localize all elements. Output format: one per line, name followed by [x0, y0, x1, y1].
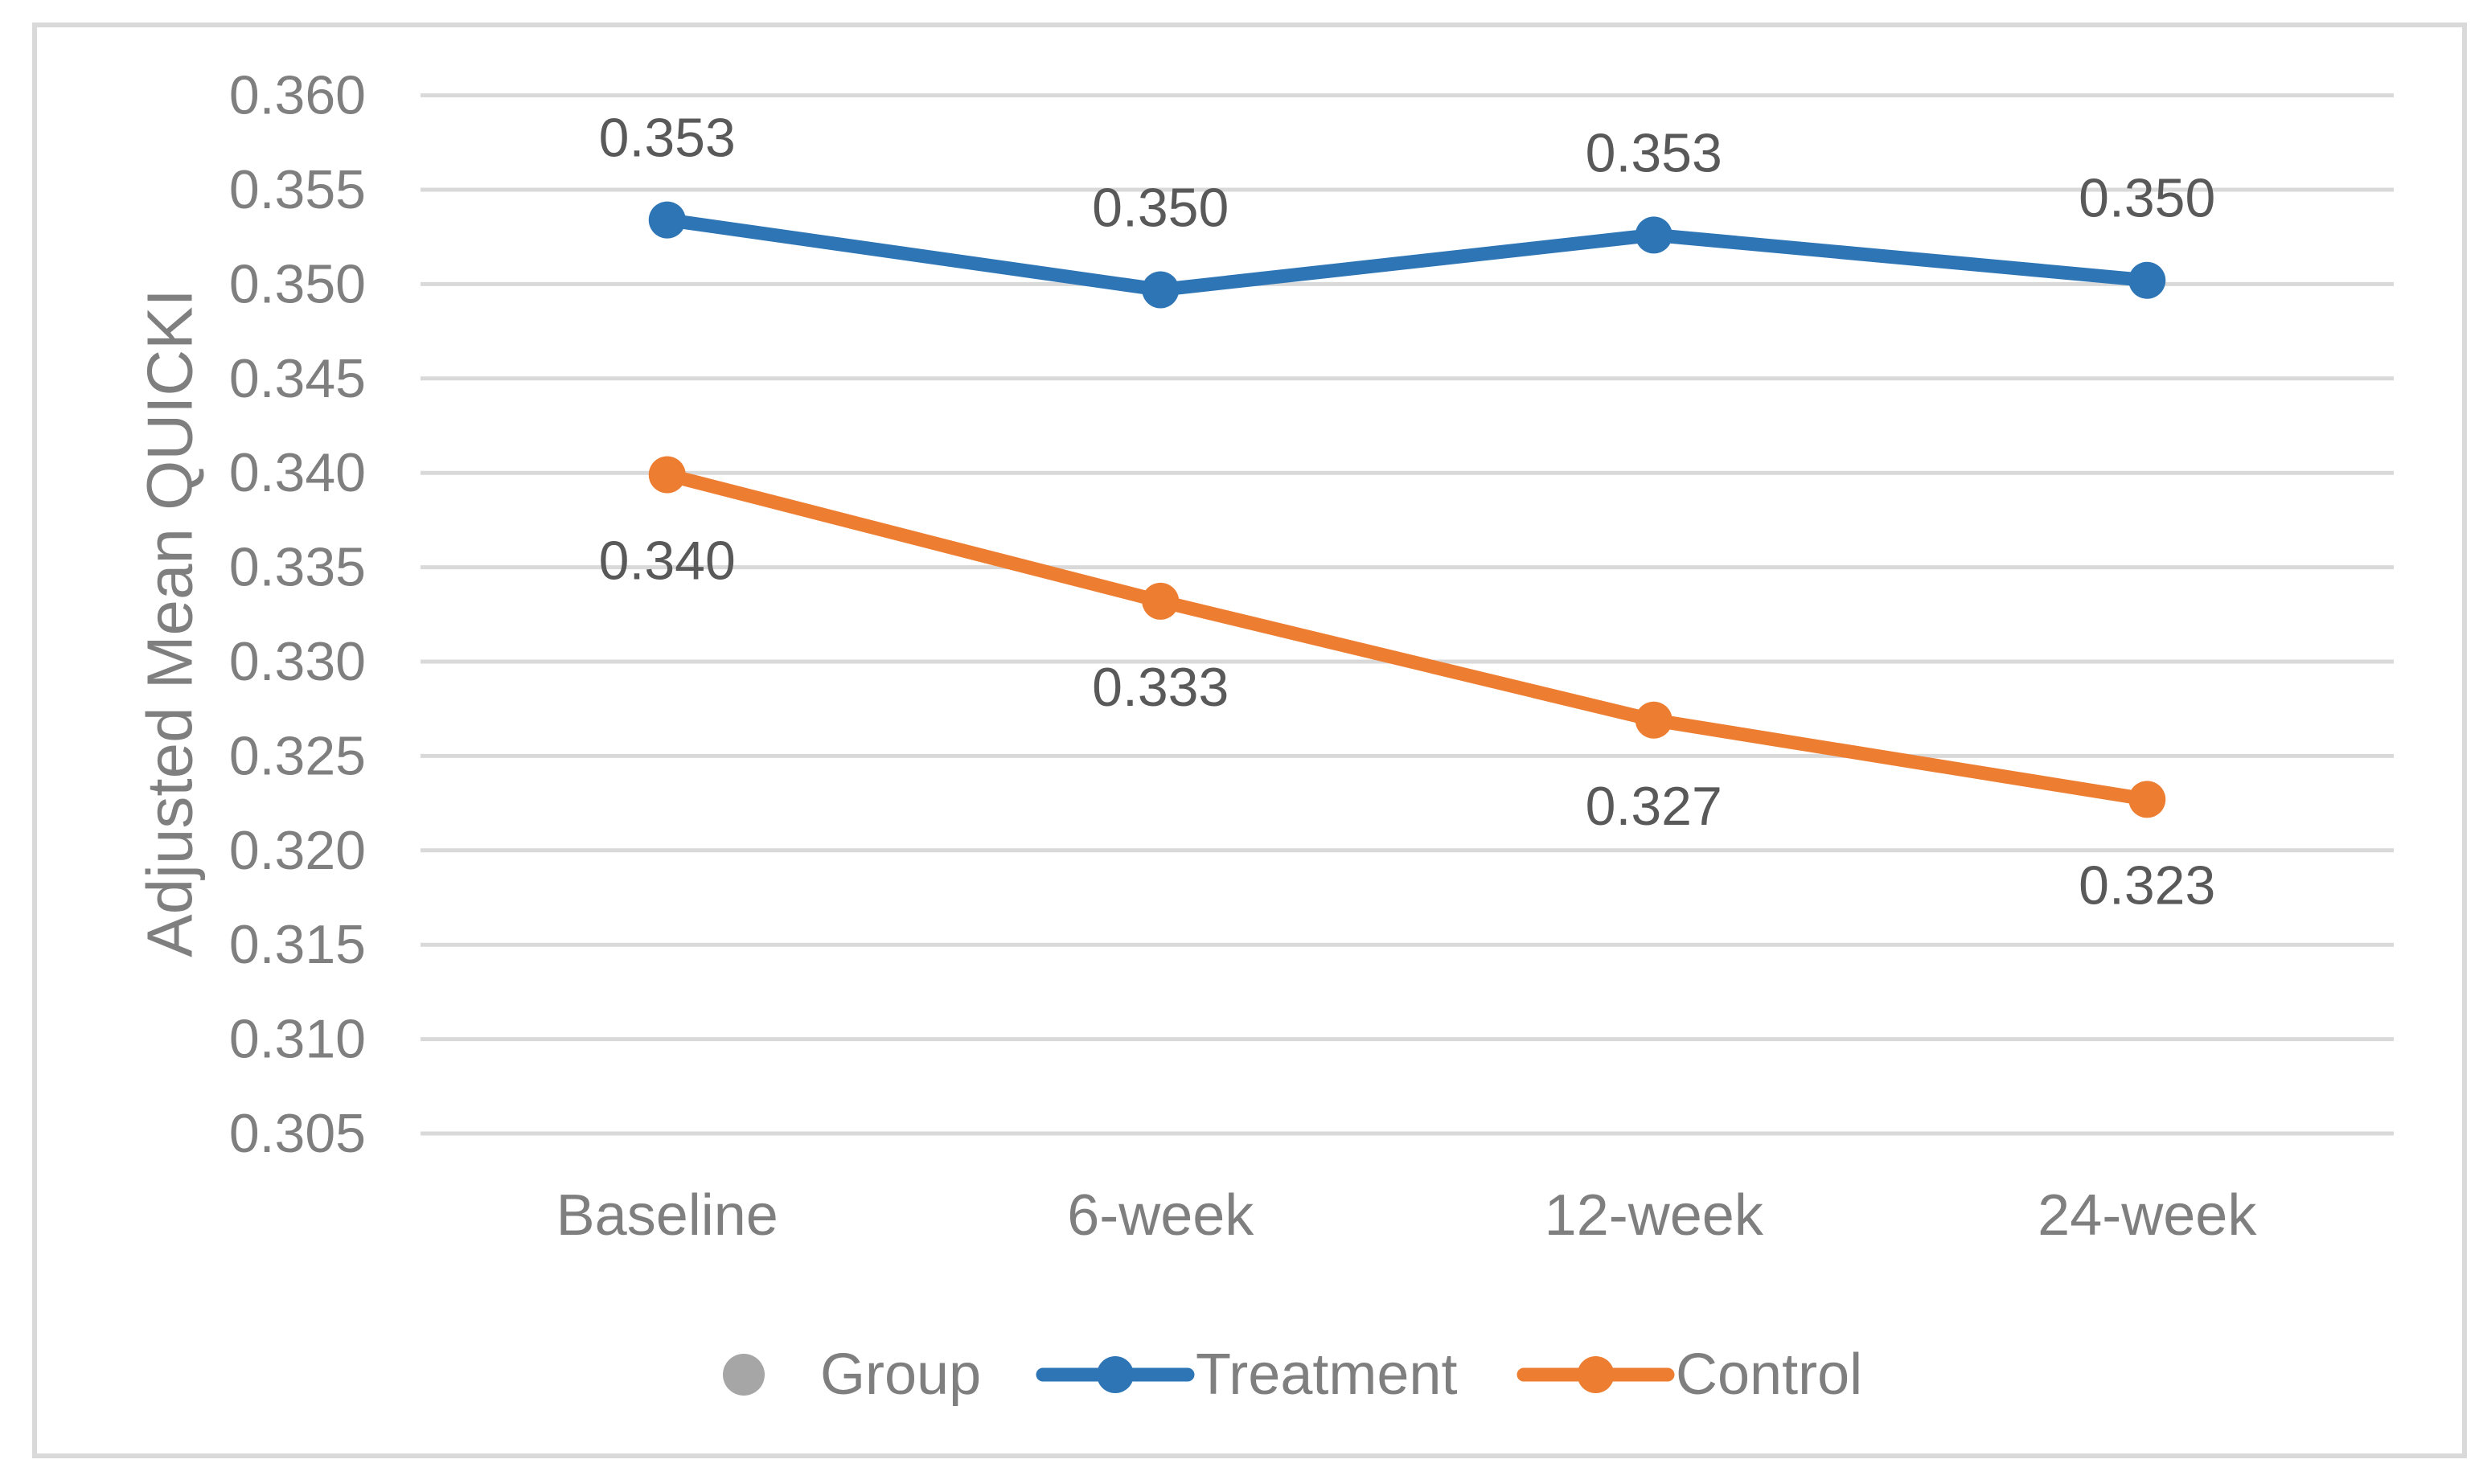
y-tick-label: 0.315	[229, 914, 366, 975]
y-tick-label: 0.335	[229, 537, 366, 598]
legend-label-treatment: Treatment	[1196, 1343, 1457, 1407]
legend-control-marker	[1577, 1356, 1615, 1393]
y-tick-label: 0.305	[229, 1103, 366, 1164]
legend-label-control: Control	[1676, 1343, 1862, 1407]
y-tick-label: 0.345	[229, 348, 366, 409]
y-axis-title: Adjusted Mean QUICKI	[134, 289, 206, 957]
control-marker-6-week	[1142, 582, 1180, 620]
y-tick-label: 0.360	[229, 65, 366, 126]
x-axis-label-6-week: 6-week	[1067, 1183, 1254, 1248]
x-axis-label-baseline: Baseline	[556, 1183, 778, 1248]
control-marker-baseline	[648, 456, 686, 494]
treatment-marker-baseline	[648, 201, 686, 239]
treatment-data-label-24-week: 0.350	[2079, 168, 2215, 229]
treatment-marker-24-week	[2128, 261, 2166, 299]
y-tick-label: 0.340	[229, 442, 366, 503]
y-tick-label: 0.350	[229, 253, 366, 314]
y-tick-label: 0.310	[229, 1009, 366, 1070]
control-data-label-baseline: 0.340	[599, 531, 736, 592]
y-tick-label: 0.355	[229, 159, 366, 220]
legend-treatment-marker	[1097, 1356, 1134, 1393]
y-tick-label: 0.330	[229, 631, 366, 692]
control-line	[660, 468, 2154, 806]
legend-label-group: Group	[820, 1343, 981, 1407]
treatment-data-label-baseline: 0.353	[599, 108, 736, 169]
y-tick-label: 0.320	[229, 820, 366, 881]
treatment-data-label-6-week: 0.350	[1092, 177, 1229, 238]
control-data-label-24-week: 0.323	[2079, 855, 2215, 916]
treatment-data-label-12-week: 0.353	[1586, 122, 1722, 183]
y-tick-label: 0.325	[229, 725, 366, 786]
plot-area: 0.360 0.355 0.350 0.345 0.340 0.335 0.330 0.325…	[229, 65, 2394, 1248]
treatment-marker-6-week	[1142, 271, 1180, 309]
figure-border	[32, 23, 2467, 1458]
legend-group-marker	[723, 1354, 765, 1396]
series-treatment: 0.353 0.350 0.353 0.350	[599, 108, 2215, 309]
control-data-label-6-week: 0.333	[1092, 657, 1229, 718]
x-axis-label-24-week: 24-week	[2038, 1183, 2257, 1248]
treatment-line	[660, 213, 2154, 297]
series-control: 0.340 0.333 0.327 0.323	[599, 456, 2215, 916]
x-axis-label-12-week: 12-week	[1545, 1183, 1764, 1248]
legend: Group Treatment Control	[723, 1343, 1862, 1407]
control-marker-12-week	[1635, 701, 1672, 739]
treatment-marker-12-week	[1635, 216, 1672, 254]
control-marker-24-week	[2128, 781, 2166, 818]
control-data-label-12-week: 0.327	[1586, 776, 1722, 837]
